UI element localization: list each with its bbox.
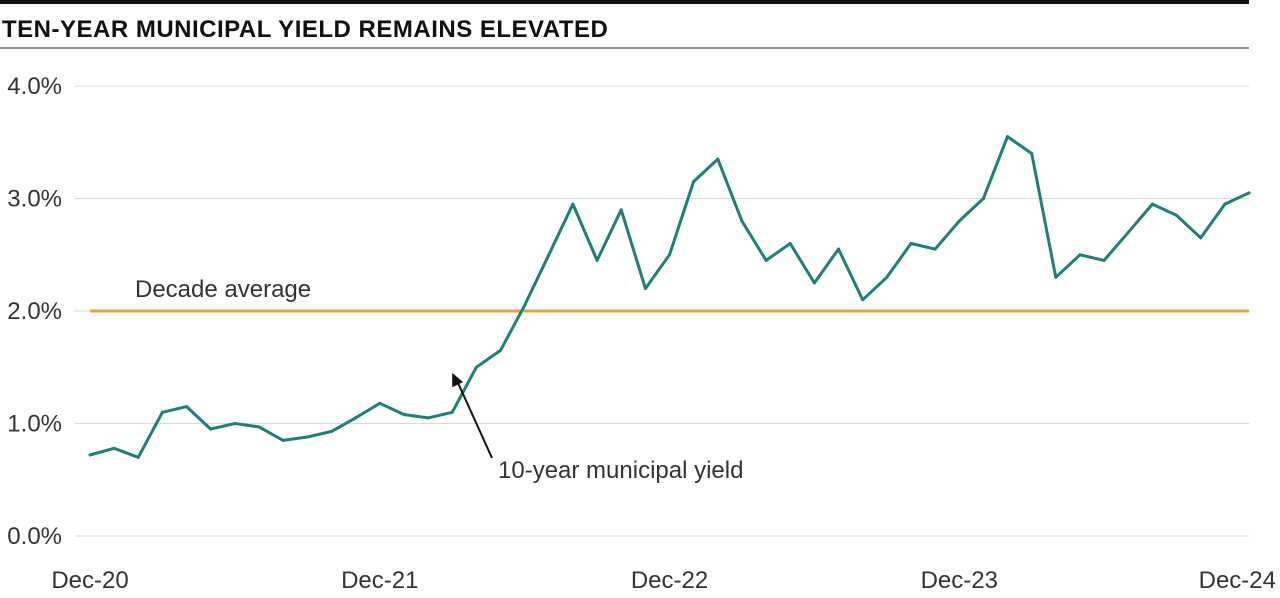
series-annotation-label: 10-year municipal yield bbox=[498, 457, 743, 484]
data-point bbox=[1175, 213, 1179, 217]
data-point bbox=[257, 425, 261, 429]
data-point bbox=[619, 208, 623, 212]
x-tick-label: Dec-21 bbox=[341, 567, 418, 594]
data-point bbox=[764, 258, 768, 262]
data-point bbox=[354, 416, 358, 420]
y-axis: 0.0% 1.0% 2.0% 3.0% 4.0% bbox=[7, 73, 62, 550]
data-point bbox=[1247, 191, 1251, 195]
data-point bbox=[426, 416, 430, 420]
chart-title: TEN-YEAR MUNICIPAL YIELD REMAINS ELEVATE… bbox=[2, 16, 608, 43]
data-point bbox=[668, 253, 671, 257]
data-point bbox=[716, 157, 720, 161]
data-point bbox=[933, 247, 937, 251]
data-point bbox=[498, 348, 502, 352]
data-point bbox=[402, 413, 406, 416]
y-tick-label: 3.0% bbox=[7, 186, 62, 213]
x-tick-label: Dec-24 bbox=[1199, 567, 1276, 594]
data-point bbox=[305, 435, 309, 439]
data-point bbox=[643, 287, 647, 290]
annotation-arrow-head bbox=[452, 372, 464, 388]
y-tick-label: 4.0% bbox=[7, 73, 62, 100]
data-point bbox=[885, 275, 889, 279]
x-axis: Dec-20 Dec-21 Dec-22 Dec-23 Dec-24 bbox=[51, 567, 1276, 594]
data-point bbox=[1223, 202, 1227, 206]
data-point bbox=[209, 427, 213, 431]
data-point bbox=[812, 281, 816, 285]
data-point bbox=[595, 258, 599, 262]
data-point bbox=[329, 429, 333, 433]
decade-average-label: Decade average bbox=[135, 276, 311, 303]
data-point bbox=[837, 247, 841, 251]
data-point bbox=[1150, 202, 1154, 206]
top-rule bbox=[0, 0, 1249, 4]
annotation-arrow-line bbox=[455, 378, 493, 459]
data-point bbox=[981, 197, 985, 200]
data-point bbox=[112, 446, 116, 450]
y-tick-label: 2.0% bbox=[7, 298, 62, 325]
data-point bbox=[1078, 253, 1082, 257]
data-point bbox=[1030, 152, 1034, 155]
data-point bbox=[571, 202, 575, 206]
data-point bbox=[909, 242, 913, 245]
data-point bbox=[692, 180, 696, 184]
data-point bbox=[233, 422, 237, 425]
y-tick-label: 0.0% bbox=[7, 523, 62, 550]
data-point bbox=[740, 219, 744, 223]
x-tick-label: Dec-20 bbox=[51, 567, 128, 594]
x-tick-label: Dec-23 bbox=[921, 567, 998, 594]
data-point bbox=[1199, 236, 1203, 240]
data-point bbox=[378, 401, 382, 405]
annotations: 10-year municipal yield bbox=[452, 372, 743, 484]
data-point bbox=[474, 365, 478, 369]
data-point bbox=[185, 405, 189, 409]
data-point bbox=[136, 455, 140, 459]
data-point bbox=[450, 410, 454, 414]
y-tick-label: 1.0% bbox=[7, 411, 62, 438]
x-tick-label: Dec-22 bbox=[631, 567, 708, 594]
data-point bbox=[1126, 230, 1130, 234]
data-point bbox=[788, 242, 792, 245]
data-point bbox=[88, 453, 92, 457]
data-point bbox=[281, 438, 285, 442]
decade-average: Decade average bbox=[90, 276, 1249, 313]
data-point bbox=[160, 410, 164, 414]
data-point bbox=[1102, 258, 1106, 262]
data-point bbox=[547, 253, 551, 257]
series bbox=[88, 135, 1251, 459]
data-point bbox=[861, 298, 865, 302]
data-point bbox=[1054, 275, 1058, 279]
data-point bbox=[523, 303, 527, 307]
data-point bbox=[1006, 135, 1010, 139]
data-point bbox=[957, 219, 961, 223]
